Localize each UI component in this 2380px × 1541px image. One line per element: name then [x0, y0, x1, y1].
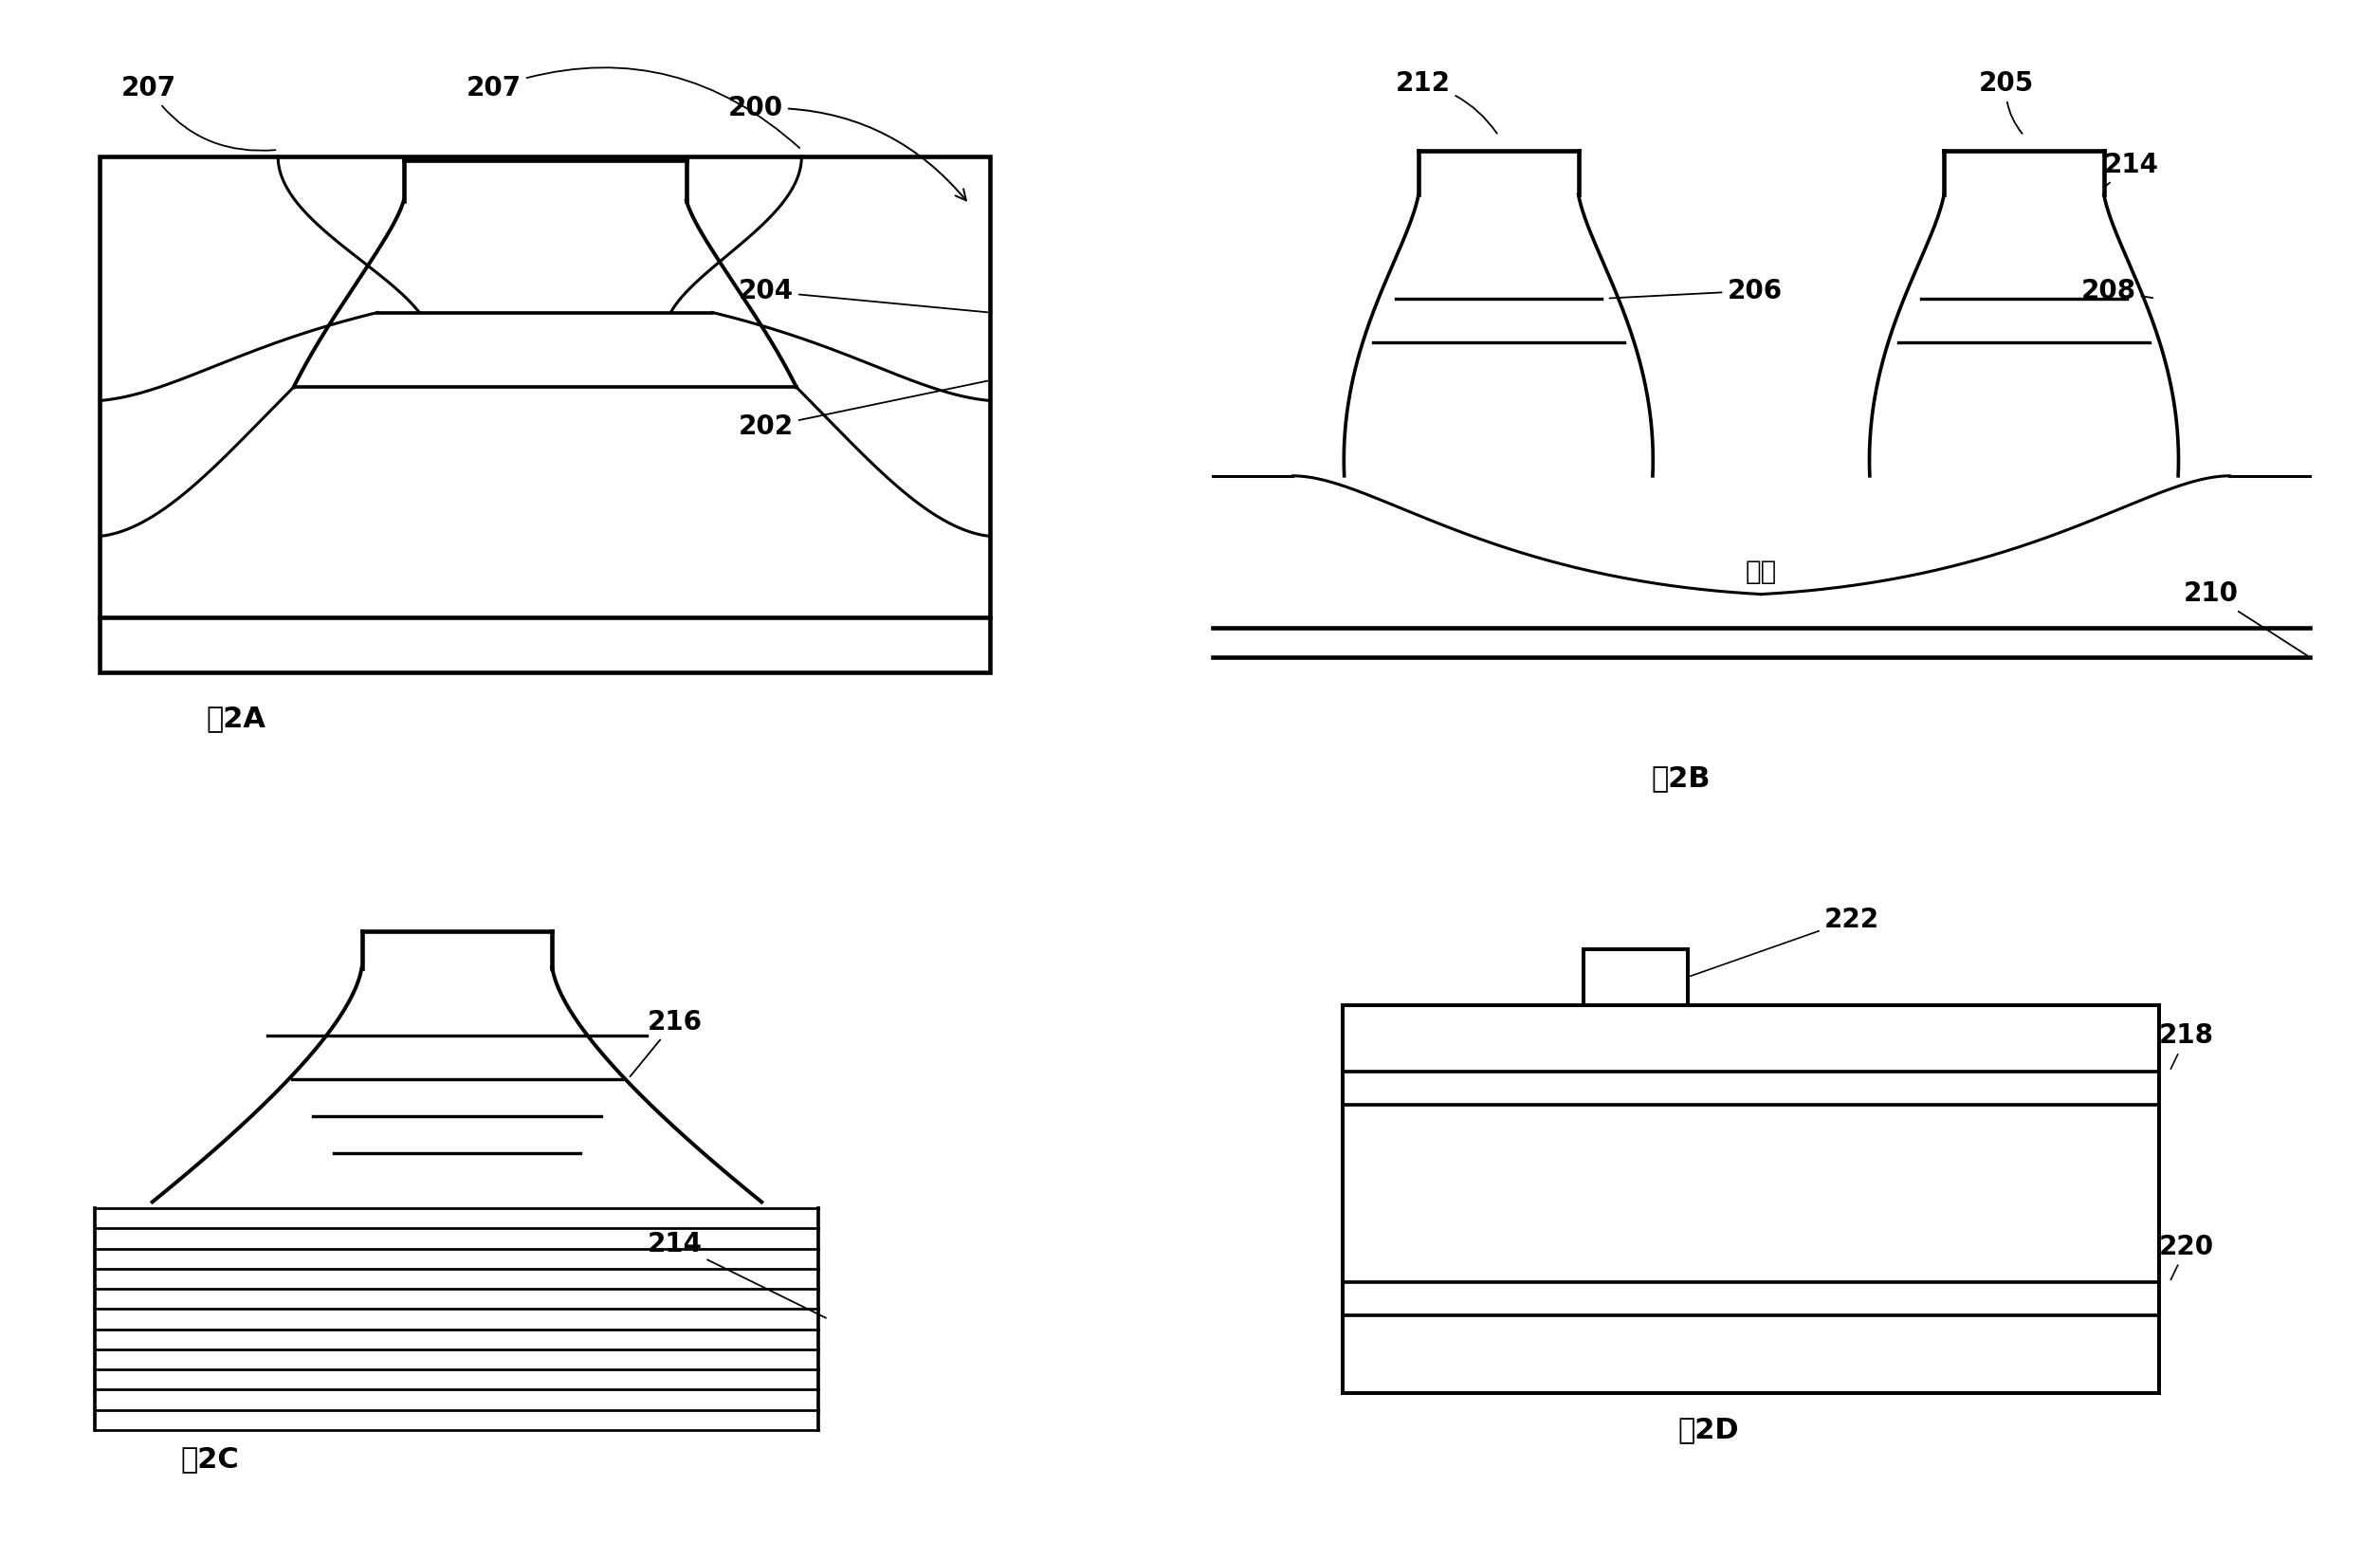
Text: 216: 216 [631, 1008, 702, 1077]
Text: 202: 202 [738, 381, 988, 441]
Text: 204: 204 [738, 277, 988, 313]
Text: 210: 210 [2185, 581, 2306, 655]
Text: 衬底: 衬底 [1745, 559, 1778, 586]
Text: 220: 220 [2159, 1233, 2213, 1279]
Text: 205: 205 [1978, 71, 2033, 134]
Bar [1342, 1005, 2159, 1393]
Text: 214: 214 [647, 1230, 826, 1318]
Text: 207: 207 [121, 74, 276, 151]
Bar [100, 157, 990, 672]
Text: 200: 200 [728, 96, 966, 200]
Text: 图2A: 图2A [207, 704, 267, 732]
Text: 图2C: 图2C [181, 1445, 238, 1473]
Text: 207: 207 [466, 68, 800, 148]
Text: 214: 214 [2104, 151, 2159, 186]
Text: 图2D: 图2D [1678, 1416, 1740, 1442]
Text: 222: 222 [1690, 906, 1880, 975]
Text: 218: 218 [2159, 1023, 2213, 1069]
Text: 208: 208 [2080, 277, 2154, 304]
Text: 212: 212 [1395, 71, 1497, 134]
Text: 206: 206 [1609, 277, 1783, 304]
Text: 图2B: 图2B [1652, 764, 1711, 792]
